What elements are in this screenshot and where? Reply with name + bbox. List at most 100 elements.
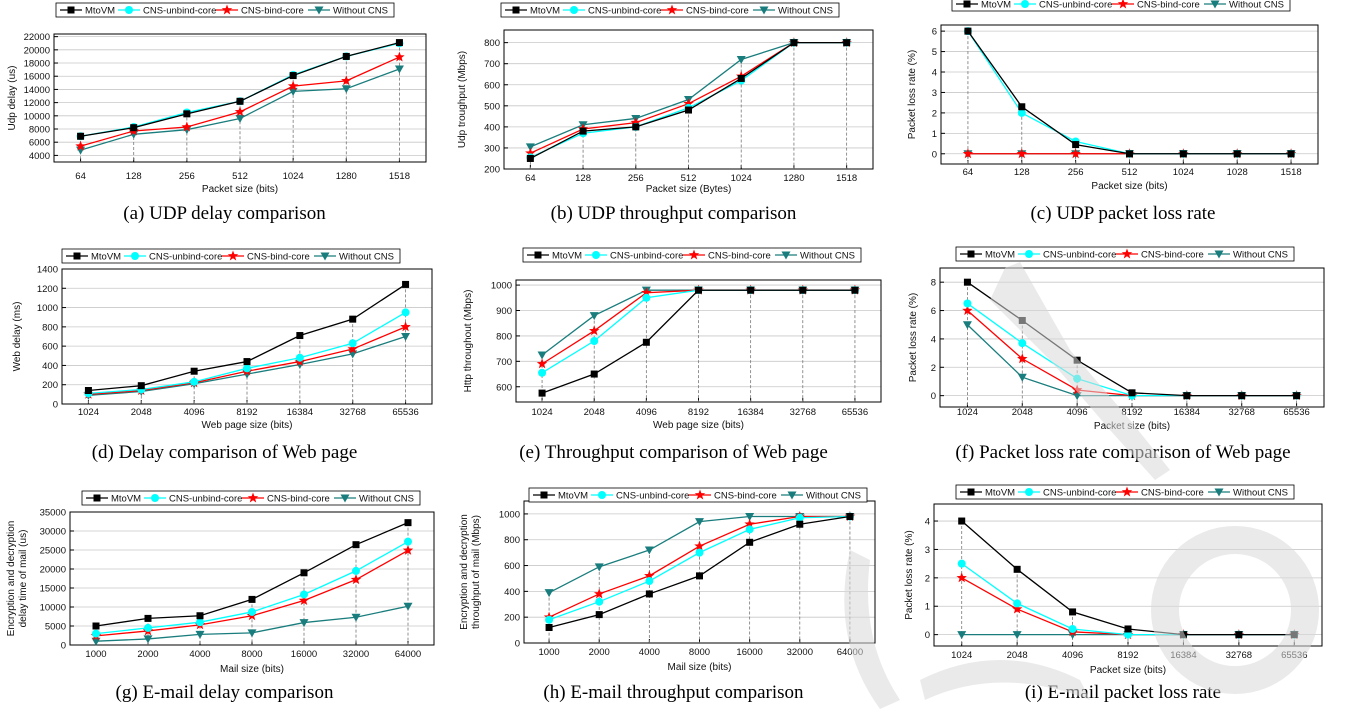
data-point (77, 132, 85, 140)
legend-marker (73, 252, 81, 260)
data-point (963, 299, 972, 308)
y-tick-label: 14000 (24, 85, 50, 96)
legend-marker (1214, 488, 1224, 497)
data-point (1068, 624, 1077, 633)
x-tick-label: 32768 (340, 407, 366, 418)
data-point (1072, 141, 1080, 149)
chart-e-legend: MtoVM CNS-unbind-core CNS-bind-core Without… (522, 247, 862, 263)
legend-marker (340, 494, 350, 503)
data-point (183, 110, 191, 118)
legend-label: CNS-unbind-core (1039, 0, 1112, 11)
data-point (352, 566, 360, 575)
legend-marker (227, 250, 239, 261)
data-point (137, 382, 145, 390)
chart-panel-a: 4000 6000 8000 10000 12000 14000 16000 18000 200… (0, 0, 449, 236)
chart-panel-b: 200 300 400 500 600 700 800 64 128 256 512 1024 1280… (449, 0, 898, 236)
data-point (545, 615, 554, 624)
x-tick-label: 2048 (1012, 407, 1033, 418)
data-point (696, 572, 703, 580)
legend-marker (131, 252, 139, 260)
y-tick-label: 0 (515, 639, 520, 650)
y-tick-label: 5 (932, 47, 937, 58)
chart-h-droplines (548, 516, 851, 643)
y-tick-label: 10000 (24, 111, 50, 122)
x-tick-label: 4096 (1067, 407, 1088, 418)
chart-c-droplines (967, 31, 1292, 164)
x-tick-label: 128 (575, 173, 591, 184)
data-point (964, 27, 972, 35)
data-point (404, 519, 412, 527)
data-point (247, 629, 257, 638)
y-tick-label: 600 (504, 561, 520, 572)
data-point (401, 333, 411, 341)
data-point (695, 518, 704, 527)
x-tick-label: 1024 (957, 407, 978, 418)
x-tick-label: 1024 (731, 173, 752, 184)
chart-i-legend: MtoVM CNS-unbind-core CNS-bind-core Without… (955, 484, 1295, 500)
legend-marker (512, 6, 520, 14)
chart-a-ylabel: Udp delay (us) (7, 65, 18, 130)
x-tick-label: 16384 (1174, 407, 1200, 418)
data-point (588, 325, 600, 336)
caption-e: (e) Throughput comparison of Web page (519, 442, 828, 463)
x-tick-label: 64000 (395, 649, 421, 660)
y-tick-label: 1000 (499, 509, 520, 520)
data-point (593, 588, 605, 599)
y-tick-label: 6000 (29, 138, 50, 149)
chart-f-grid (940, 281, 1324, 397)
x-tick-label: 1280 (783, 173, 804, 184)
y-tick-label: 2 (931, 363, 936, 374)
legend-label: CNS-unbind-core (169, 494, 242, 505)
data-point (236, 97, 244, 105)
data-point (525, 147, 536, 158)
chart-panel-e: 600 700 800 900 1000 1024 2048 4096 8192 16384 327… (449, 236, 898, 472)
legend-label: CNS-unbind-core (616, 491, 689, 502)
series-f-2 (962, 305, 1302, 401)
legend-marker (570, 6, 578, 14)
chart-f-legend: MtoVM CNS-unbind-core CNS-bind-core Without… (955, 246, 1295, 262)
x-tick-label: 65536 (1281, 650, 1307, 661)
x-tick-label: 8192 (1121, 407, 1142, 418)
data-point (642, 293, 651, 302)
chart-g-svg: 0 5000 10000 15000 20000 25000 30000 35000 1000 2… (6, 490, 435, 675)
data-point (300, 569, 308, 577)
x-tick-label: 1024 (951, 650, 972, 661)
data-point (736, 55, 746, 64)
data-point (143, 635, 153, 644)
data-point (594, 563, 604, 572)
data-point (248, 607, 256, 616)
x-tick-label: 128 (1014, 167, 1030, 178)
data-point (956, 572, 967, 583)
y-tick-label: 1200 (37, 284, 58, 295)
data-point (351, 613, 361, 622)
series-line (88, 311, 406, 395)
y-tick-label: 1400 (37, 265, 58, 276)
chart-i-grid (934, 520, 1322, 636)
chart-i-frame (933, 503, 1323, 647)
legend-label: CNS-unbind-core (610, 251, 683, 262)
data-point (746, 538, 754, 546)
y-tick-label: 400 (504, 587, 520, 598)
legend-marker (1121, 248, 1133, 259)
x-tick-label: 32768 (1226, 650, 1252, 661)
legend-label: Without CNS (359, 494, 414, 505)
data-point (745, 512, 755, 521)
data-point (1073, 356, 1081, 364)
y-tick-label: 300 (484, 143, 500, 154)
y-tick-label: 4000 (29, 151, 50, 162)
x-tick-label: 16000 (736, 647, 762, 658)
y-tick-label: 4 (925, 517, 930, 528)
data-point (288, 87, 298, 96)
caption-h: (h) E-mail throughput comparison (543, 682, 804, 703)
data-point (851, 286, 859, 294)
legend-label: CNS-bind-core (686, 6, 749, 17)
legend-label: MtoVM (985, 488, 1015, 499)
data-point (644, 570, 655, 581)
legend-label: CNS-bind-core (247, 252, 310, 263)
data-point (196, 612, 204, 620)
x-tick-label: 4096 (636, 407, 657, 418)
x-tick-label: 65536 (842, 407, 868, 418)
data-point (402, 280, 410, 288)
caption-d: (d) Delay comparison of Web page (91, 442, 358, 463)
chart-h-svg: 0 200 400 600 800 1000 1000 2000 4000 8000 16000 32… (459, 487, 876, 673)
